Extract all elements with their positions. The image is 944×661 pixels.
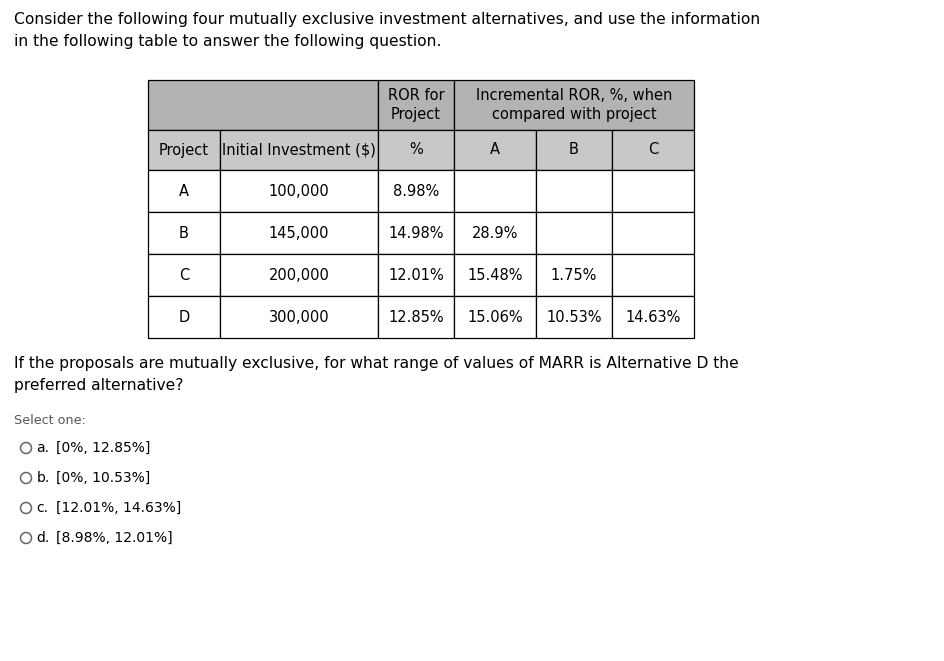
Bar [453,254,535,296]
Bar [612,254,693,296]
Text: 15.48%: 15.48% [466,268,522,282]
Text: A: A [178,184,189,198]
Bar [453,170,535,212]
Text: C: C [648,143,657,157]
Text: 15.06%: 15.06% [466,309,522,325]
Bar [148,170,220,212]
Bar [378,80,453,130]
Text: 28.9%: 28.9% [471,225,517,241]
Text: ROR for
Project: ROR for Project [387,88,444,122]
Bar [220,170,378,212]
Bar [378,170,453,212]
Text: 8.98%: 8.98% [393,184,439,198]
Bar [612,130,693,170]
Bar [612,296,693,338]
Bar [453,80,693,130]
Text: [8.98%, 12.01%]: [8.98%, 12.01%] [57,531,173,545]
Bar [220,212,378,254]
Text: B: B [568,143,579,157]
Text: 14.98%: 14.98% [388,225,444,241]
Bar [148,212,220,254]
Bar [612,212,693,254]
Bar [378,296,453,338]
Text: Project: Project [159,143,209,157]
Bar [378,254,453,296]
Text: d.: d. [37,531,50,545]
Bar [453,130,535,170]
Bar [220,254,378,296]
Text: 12.01%: 12.01% [388,268,444,282]
Bar [612,170,693,212]
Text: Initial Investment ($): Initial Investment ($) [222,143,376,157]
Bar [378,212,453,254]
Bar [535,130,612,170]
Text: Select one:: Select one: [14,414,86,427]
Text: 145,000: 145,000 [268,225,329,241]
Bar [220,296,378,338]
Bar [148,80,378,130]
Text: B: B [178,225,189,241]
Bar [148,254,220,296]
Text: c.: c. [37,501,48,515]
Bar [535,212,612,254]
Text: [0%, 12.85%]: [0%, 12.85%] [57,441,151,455]
Text: 300,000: 300,000 [268,309,329,325]
Text: Incremental ROR, %, when
compared with project: Incremental ROR, %, when compared with p… [476,88,671,122]
Bar [535,170,612,212]
Text: 200,000: 200,000 [268,268,329,282]
Text: Consider the following four mutually exclusive investment alternatives, and use : Consider the following four mutually exc… [14,12,759,49]
Bar [535,296,612,338]
Text: 14.63%: 14.63% [625,309,680,325]
Text: %: % [409,143,422,157]
Text: 100,000: 100,000 [268,184,329,198]
Bar [535,254,612,296]
Text: [12.01%, 14.63%]: [12.01%, 14.63%] [57,501,181,515]
Text: C: C [178,268,189,282]
Text: 10.53%: 10.53% [546,309,601,325]
Bar [148,296,220,338]
Bar [148,130,220,170]
Text: b.: b. [37,471,50,485]
Text: 12.85%: 12.85% [388,309,444,325]
Text: D: D [178,309,190,325]
Bar [220,130,378,170]
Text: a.: a. [37,441,49,455]
Text: [0%, 10.53%]: [0%, 10.53%] [57,471,151,485]
Bar [453,212,535,254]
Text: 1.75%: 1.75% [550,268,597,282]
Text: If the proposals are mutually exclusive, for what range of values of MARR is Alt: If the proposals are mutually exclusive,… [14,356,738,393]
Bar [453,296,535,338]
Text: A: A [490,143,499,157]
Bar [378,130,453,170]
